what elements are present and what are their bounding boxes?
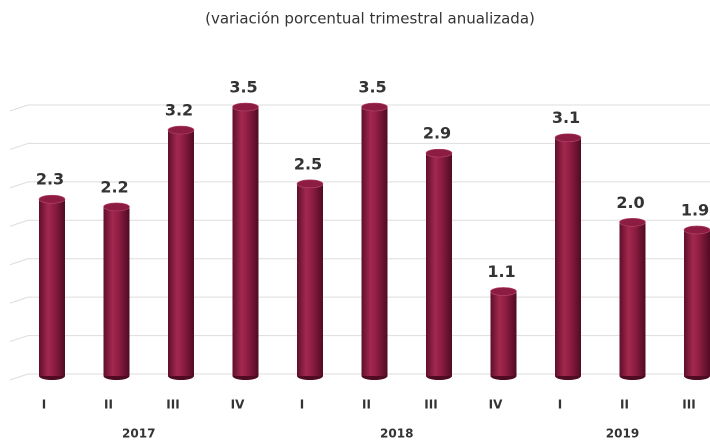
grid-line — [9, 258, 29, 266]
grid-line — [9, 335, 29, 343]
chart-subtitle: (variación porcentual trimestral anualiz… — [205, 10, 535, 28]
value-label: 3.5 — [358, 78, 386, 97]
bar — [103, 202, 130, 380]
x-tick-label: III — [682, 398, 695, 412]
bar — [38, 194, 66, 380]
bar — [490, 287, 517, 380]
bar — [554, 133, 582, 380]
value-label: 3.1 — [552, 108, 580, 127]
grid-line — [9, 219, 29, 227]
value-label: 2.5 — [294, 154, 322, 173]
x-tick-label: I — [300, 398, 304, 412]
x-tick-label: II — [620, 398, 629, 412]
x-tick-label: III — [166, 398, 179, 412]
bar — [683, 225, 710, 380]
x-tick-label: II — [104, 398, 113, 412]
grid-line — [9, 296, 29, 304]
grid-line — [9, 373, 29, 381]
bar — [232, 102, 259, 380]
value-label: 2.3 — [36, 170, 64, 189]
bar — [361, 102, 388, 380]
x-tick-label: IV — [489, 398, 503, 412]
x-tick-label: II — [362, 398, 371, 412]
value-label: 2.9 — [423, 124, 451, 143]
grid-line — [9, 142, 29, 150]
value-label: 2.2 — [100, 177, 128, 196]
bar — [619, 217, 646, 380]
bar — [296, 179, 324, 380]
x-tick-label: I — [558, 398, 562, 412]
value-label: 3.2 — [165, 101, 193, 120]
bar — [425, 148, 453, 380]
grid-line — [9, 181, 29, 189]
value-label: 1.1 — [487, 262, 515, 281]
value-label: 3.5 — [229, 78, 257, 97]
value-label: 2.0 — [616, 193, 644, 212]
x-tick-label: III — [424, 398, 437, 412]
value-label: 1.9 — [681, 200, 709, 219]
group-label: 2018 — [380, 427, 413, 441]
bar — [167, 125, 195, 380]
group-label: 2017 — [122, 427, 155, 441]
grid-line — [9, 104, 29, 112]
x-tick-label: IV — [231, 398, 245, 412]
group-label: 2019 — [606, 427, 639, 441]
x-tick-label: I — [42, 398, 46, 412]
